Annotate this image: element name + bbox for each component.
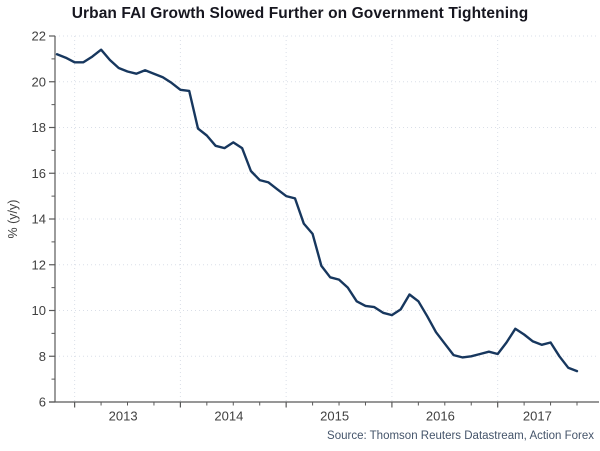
x-tick-label: 2016 (426, 409, 455, 424)
y-tick-label: 6 (39, 395, 46, 410)
y-tick-label: 22 (32, 29, 46, 44)
y-tick-label: 20 (32, 74, 46, 89)
gridlines (55, 35, 598, 402)
y-tick-label: 14 (32, 212, 46, 227)
y-axis-title: % (y/y) (6, 199, 20, 239)
y-axis-ticks: 6 8 10 12 14 16 18 20 22 (32, 29, 55, 410)
x-tick-label: 2014 (214, 409, 243, 424)
chart-title: Urban FAI Growth Slowed Further on Gover… (71, 5, 529, 22)
source-note: Source: Thomson Reuters Datastream, Acti… (327, 430, 594, 442)
y-tick-label: 18 (32, 120, 46, 135)
series-line (55, 48, 579, 373)
x-tick-label: 2013 (109, 409, 138, 424)
y-tick-label: 12 (32, 257, 46, 272)
x-axis-labels: 2013 2014 2015 2016 2017 (109, 409, 552, 424)
x-tick-label: 2015 (320, 409, 349, 424)
y-tick-label: 10 (32, 303, 46, 318)
y-tick-label: 16 (32, 166, 46, 181)
x-axis-ticks (74, 402, 578, 408)
x-tick-label: 2017 (523, 409, 552, 424)
y-tick-label: 8 (39, 349, 46, 364)
